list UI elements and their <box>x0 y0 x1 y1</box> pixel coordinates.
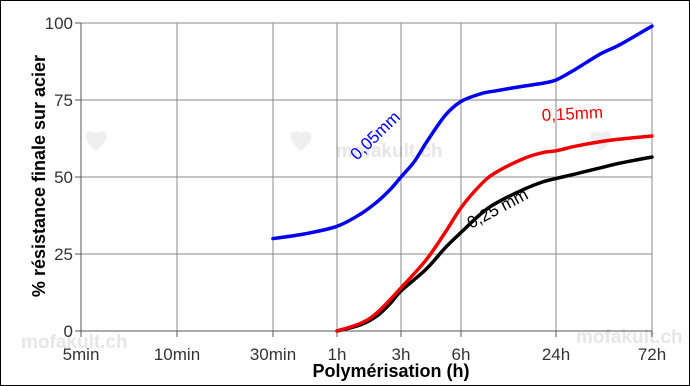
y-tick-label: 100 <box>45 14 73 33</box>
x-tick-label: 3h <box>392 345 411 364</box>
series-line-0 <box>271 24 654 241</box>
grid <box>75 22 653 337</box>
x-tick-label: 24h <box>542 345 570 364</box>
x-tick-label: 6h <box>452 345 471 364</box>
series-label-1: 0,15mm <box>541 103 603 125</box>
y-tick-label: 50 <box>54 168 73 187</box>
series-layer <box>271 24 654 333</box>
watermark-text: mofakult.ch <box>576 327 683 348</box>
tick-labels: 0 25 50 75 100 5min 10min 30min 1h 3h 6h 24h 72h <box>45 14 667 364</box>
watermark-text: mofakult.ch <box>21 332 128 353</box>
series-line-1 <box>335 134 654 333</box>
x-tick-label: 1h <box>328 345 347 364</box>
x-tick-label: 30min <box>250 345 296 364</box>
x-tick-label: 72h <box>638 345 666 364</box>
x-tick-label: 10min <box>154 345 200 364</box>
x-tick-label: 5min <box>63 345 100 364</box>
x-axis-title: Polymérisation (h) <box>312 361 469 381</box>
y-axis-title: % résistance finale sur acier <box>29 55 49 297</box>
watermark-heart-icon <box>290 131 312 151</box>
series-line-2 <box>335 155 654 333</box>
y-tick-label: 0 <box>64 322 73 341</box>
y-tick-label: 25 <box>54 245 73 264</box>
y-tick-label: 75 <box>54 91 73 110</box>
watermark-heart-icon <box>85 131 107 151</box>
